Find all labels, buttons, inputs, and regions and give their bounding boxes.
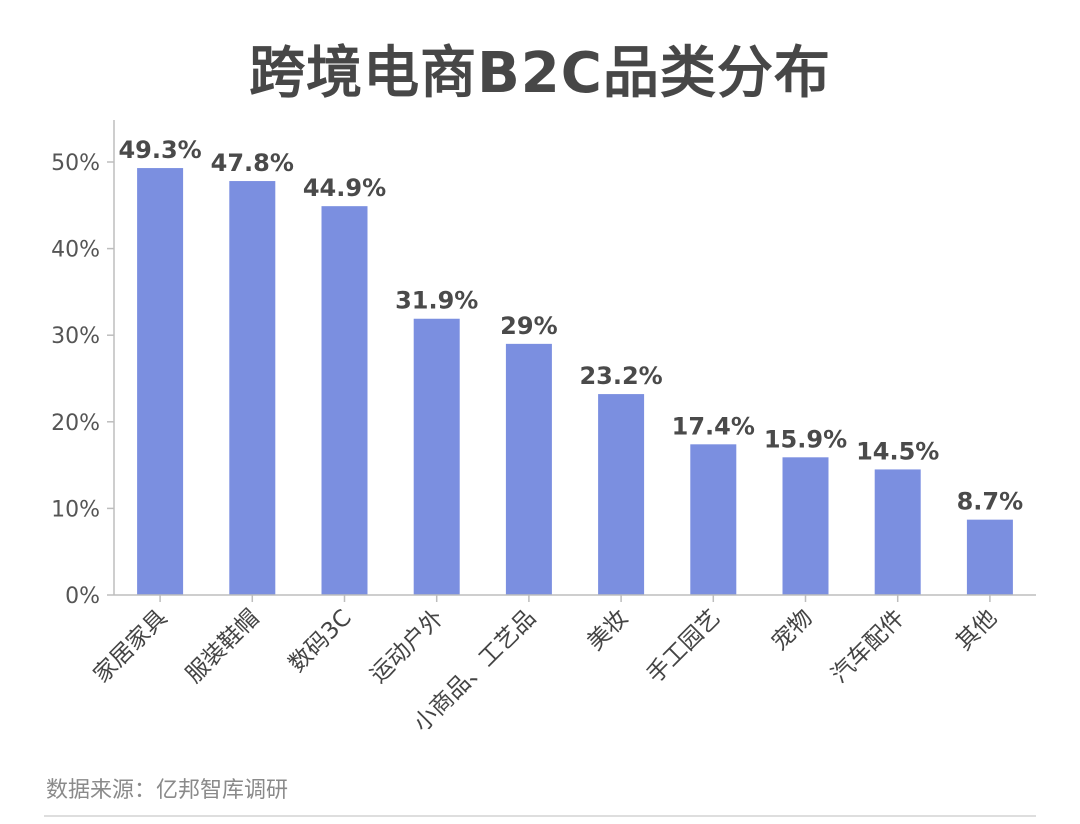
data-label: 8.7%	[957, 488, 1024, 516]
bar	[598, 394, 645, 595]
chart-title: 跨境电商B2C品类分布	[249, 41, 831, 106]
x-tick-label: 汽车配件	[827, 605, 910, 688]
y-tick-label: 0%	[65, 584, 100, 609]
bar	[782, 457, 829, 595]
bar	[229, 181, 276, 595]
data-label: 49.3%	[118, 136, 201, 164]
data-label: 15.9%	[764, 425, 847, 453]
bar	[505, 343, 552, 595]
data-label: 23.2%	[579, 362, 662, 390]
source-note: 数据来源：亿邦智库调研	[46, 778, 289, 803]
y-tick-label: 30%	[51, 324, 100, 349]
footer-divider	[44, 815, 1036, 817]
x-tick-label: 服装鞋帽	[181, 605, 264, 688]
y-tick-label: 10%	[51, 497, 100, 522]
data-label: 47.8%	[211, 149, 294, 177]
y-axis: 0% 10% 20% 30% 40% 50%	[51, 120, 115, 609]
bar	[690, 444, 737, 595]
bar	[413, 318, 460, 595]
x-tick-label: 手工园艺	[642, 605, 725, 688]
data-label: 14.5%	[856, 437, 939, 465]
bar	[137, 168, 184, 595]
data-label: 44.9%	[303, 174, 386, 202]
x-tick-label: 数码3C	[284, 605, 357, 678]
x-tick-label: 宠物	[767, 605, 818, 656]
x-tick-label: 其他	[951, 605, 1002, 656]
data-label: 31.9%	[395, 287, 478, 315]
data-label: 29%	[500, 312, 557, 340]
y-tick-label: 40%	[51, 238, 100, 263]
bar	[966, 519, 1013, 595]
bar	[321, 206, 368, 595]
y-tick-label: 50%	[51, 151, 100, 176]
bar	[874, 469, 921, 595]
x-tick-label: 美妆	[582, 605, 633, 656]
bars	[137, 168, 1013, 595]
x-tick-label: 家居家具	[89, 605, 172, 688]
data-label: 17.4%	[672, 412, 755, 440]
x-tick-label: 运动户外	[366, 605, 449, 688]
y-tick-label: 20%	[51, 411, 100, 436]
data-labels: 49.3% 47.8% 44.9% 31.9% 29% 23.2% 17.4% 15.9% 14…	[118, 136, 1023, 516]
